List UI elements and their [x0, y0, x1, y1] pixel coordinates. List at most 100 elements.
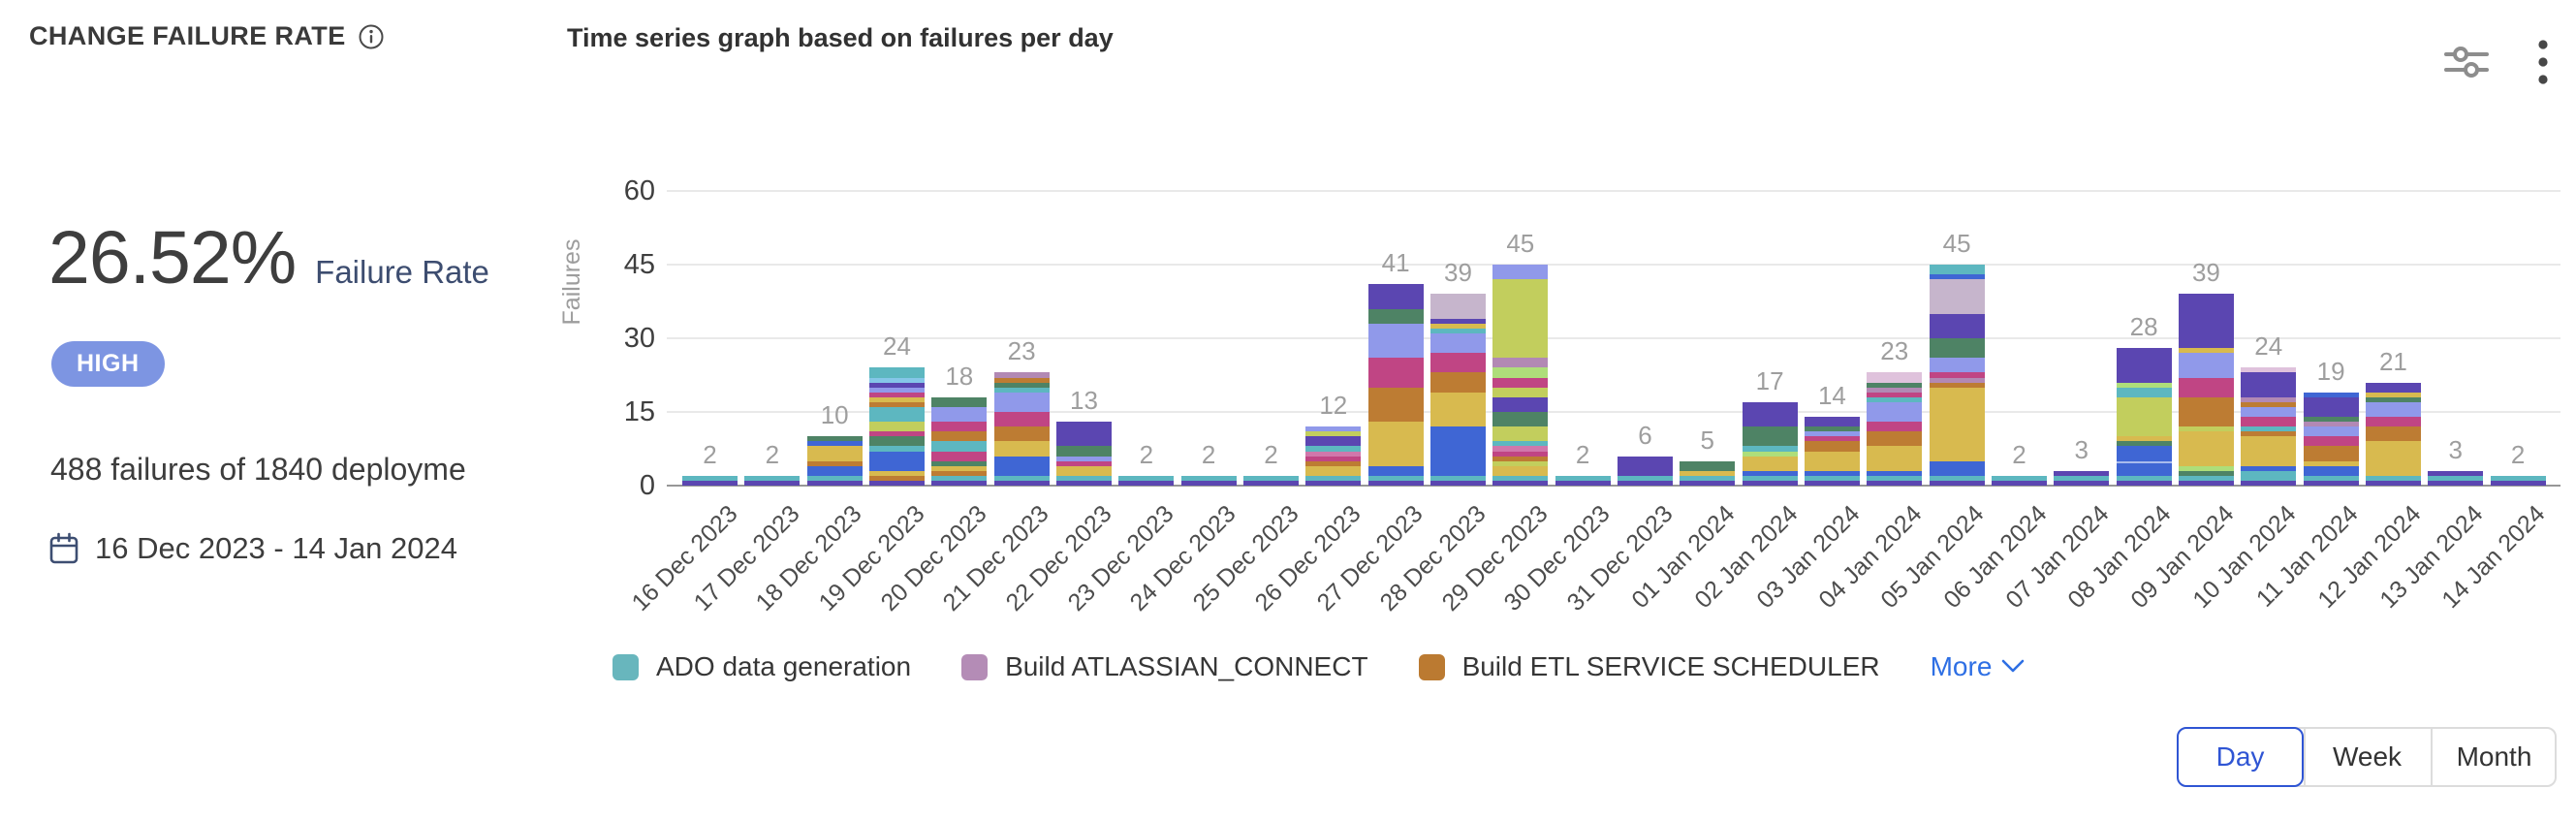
bar-segment[interactable]	[1429, 392, 1486, 427]
bar-segment[interactable]	[1367, 480, 1424, 486]
bar-segment[interactable]	[2178, 396, 2234, 427]
bar-segment[interactable]	[2241, 406, 2297, 418]
bar-segment[interactable]	[2365, 392, 2421, 397]
bar-segment[interactable]	[1867, 446, 1923, 471]
bar-segment[interactable]	[2241, 372, 2297, 397]
bar-segment[interactable]	[2054, 475, 2110, 481]
bar-segment[interactable]	[1367, 387, 1424, 423]
bar-segment[interactable]	[806, 446, 863, 461]
bar-segment[interactable]	[993, 480, 1050, 486]
bar-segment[interactable]	[2241, 465, 2297, 471]
bar-segment[interactable]	[1367, 284, 1424, 309]
kebab-menu-icon[interactable]	[2533, 35, 2553, 89]
bar-segment[interactable]	[1742, 446, 1798, 452]
bar-segment[interactable]	[1742, 475, 1798, 481]
bar-segment[interactable]	[1492, 367, 1549, 378]
bar-segment[interactable]	[1867, 396, 1923, 402]
bar-segment[interactable]	[1492, 426, 1549, 442]
bar-segment[interactable]	[1804, 417, 1860, 427]
bar-segment[interactable]	[2428, 475, 2484, 481]
bar-segment[interactable]	[2116, 480, 2172, 486]
bar-segment[interactable]	[1492, 412, 1549, 427]
bar-segment[interactable]	[1305, 431, 1362, 437]
bar-segment[interactable]	[1867, 372, 1923, 383]
bar-segment[interactable]	[744, 475, 801, 481]
bar-segment[interactable]	[1680, 460, 1736, 471]
bar-segment[interactable]	[1492, 377, 1549, 388]
bar-segment[interactable]	[2178, 426, 2234, 432]
bar-segment[interactable]	[1617, 475, 1673, 481]
bar-segment[interactable]	[1867, 422, 1923, 432]
bar-segment[interactable]	[1492, 265, 1549, 280]
bar-segment[interactable]	[1492, 465, 1549, 476]
bar-segment[interactable]	[1429, 318, 1486, 324]
bar-segment[interactable]	[744, 480, 801, 486]
bar-segment[interactable]	[2365, 480, 2421, 486]
bar-segment[interactable]	[1118, 475, 1175, 481]
bar-segment[interactable]	[1804, 436, 1860, 442]
bar-segment[interactable]	[1867, 470, 1923, 476]
bar-segment[interactable]	[931, 431, 988, 442]
bar-segment[interactable]	[1804, 441, 1860, 452]
bar-segment[interactable]	[682, 475, 738, 481]
bar-segment[interactable]	[2303, 426, 2359, 437]
bar-segment[interactable]	[2303, 392, 2359, 397]
bar-segment[interactable]	[2303, 396, 2359, 418]
bar-segment[interactable]	[1180, 480, 1237, 486]
bar-segment[interactable]	[1305, 436, 1362, 447]
bar-segment[interactable]	[1492, 480, 1549, 486]
bar-segment[interactable]	[993, 475, 1050, 481]
info-icon[interactable]	[358, 23, 385, 50]
bar-segment[interactable]	[2303, 417, 2359, 423]
bar-segment[interactable]	[1055, 480, 1112, 486]
bar-segment[interactable]	[1867, 392, 1923, 397]
bar-segment[interactable]	[1804, 480, 1860, 486]
bar-segment[interactable]	[1367, 475, 1424, 481]
bar-segment[interactable]	[2116, 441, 2172, 447]
bar-segment[interactable]	[2054, 470, 2110, 476]
bar-segment[interactable]	[1429, 426, 1486, 476]
bar-segment[interactable]	[868, 480, 925, 486]
bar-segment[interactable]	[1929, 274, 1985, 280]
bar-segment[interactable]	[2178, 377, 2234, 397]
bar-segment[interactable]	[2303, 446, 2359, 461]
bar-segment[interactable]	[2428, 480, 2484, 486]
bar-segment[interactable]	[1680, 480, 1736, 486]
bar-segment[interactable]	[2365, 441, 2421, 476]
bar-segment[interactable]	[1367, 422, 1424, 466]
bar-segment[interactable]	[1929, 358, 1985, 373]
bar-segment[interactable]	[2241, 480, 2297, 486]
bar-segment[interactable]	[931, 475, 988, 481]
bar-segment[interactable]	[1617, 480, 1673, 486]
bar-segment[interactable]	[806, 475, 863, 481]
bar-segment[interactable]	[1118, 480, 1175, 486]
bar-segment[interactable]	[2303, 422, 2359, 427]
bar-segment[interactable]	[2241, 431, 2297, 437]
bar-segment[interactable]	[1429, 475, 1486, 481]
chart-settings-icon[interactable]	[2440, 41, 2493, 83]
bar-segment[interactable]	[1742, 451, 1798, 457]
bar-segment[interactable]	[1429, 294, 1486, 319]
bar-segment[interactable]	[1929, 475, 1985, 481]
bar-segment[interactable]	[931, 470, 988, 476]
bar-segment[interactable]	[993, 387, 1050, 393]
bar-segment[interactable]	[1929, 372, 1985, 378]
bar-segment[interactable]	[2116, 460, 2172, 476]
bar-segment[interactable]	[2490, 475, 2546, 481]
bar-segment[interactable]	[868, 377, 925, 383]
bar-segment[interactable]	[2178, 294, 2234, 349]
bar-segment[interactable]	[993, 377, 1050, 383]
bar-segment[interactable]	[1804, 475, 1860, 481]
bar-segment[interactable]	[2365, 475, 2421, 481]
bar-segment[interactable]	[993, 372, 1050, 378]
bar-segment[interactable]	[1429, 328, 1486, 333]
bar-segment[interactable]	[2490, 480, 2546, 486]
bar-segment[interactable]	[868, 475, 925, 481]
bar-segment[interactable]	[1492, 441, 1549, 447]
bar-segment[interactable]	[868, 396, 925, 402]
bar-segment[interactable]	[806, 441, 863, 447]
bar-segment[interactable]	[1742, 426, 1798, 447]
bar-segment[interactable]	[1804, 431, 1860, 437]
bar-segment[interactable]	[1991, 475, 2047, 481]
bar-segment[interactable]	[2365, 382, 2421, 393]
